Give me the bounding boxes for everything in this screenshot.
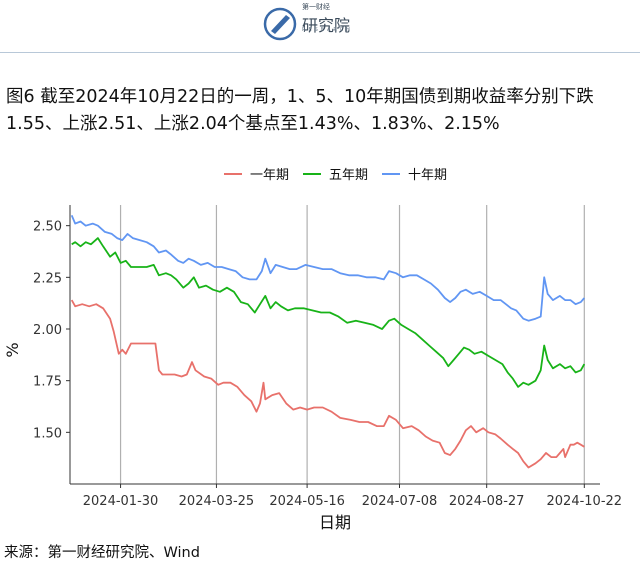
- header-divider: [0, 52, 640, 53]
- x-tick-label: 2024-07-08: [362, 494, 438, 509]
- legend-item-five-year: 五年期: [303, 164, 368, 183]
- x-tick-label: 2024-03-25: [179, 494, 255, 509]
- y-tick-label: 1.75: [33, 375, 62, 390]
- line-one-year: [70, 299, 585, 469]
- legend-swatch-ten-year: [382, 172, 401, 175]
- legend-label-five-year: 五年期: [329, 168, 369, 183]
- line-ten-year: [70, 214, 585, 322]
- logo-brand-text: 第一财经: [302, 3, 330, 11]
- line-five-year: [71, 237, 586, 388]
- logo-sub-text: RESEARCH: [302, 27, 353, 33]
- x-axis-label: 日期: [319, 513, 351, 532]
- legend-label-ten-year: 十年期: [408, 168, 448, 183]
- y-axis-label: %: [3, 342, 22, 357]
- legend-swatch-one-year: [224, 172, 242, 175]
- legend-item-one-year: 一年期: [224, 164, 289, 183]
- x-tick-label: 2024-08-27: [449, 494, 525, 509]
- legend-swatch-five-year: [303, 172, 322, 175]
- figure-source: 来源：第一财经研究院、Wind: [4, 545, 200, 561]
- logo-mark: [263, 7, 297, 41]
- logo-name-text: 研究院: [302, 16, 351, 35]
- figure-title: 图6 截至2024年10月22日的一周，1、5、10年期国债到期收益率分别下跌1…: [6, 87, 594, 134]
- legend-label-one-year: 一年期: [250, 168, 290, 183]
- x-tick-label: 2024-10-22: [547, 494, 623, 509]
- y-tick-label: 1.50: [33, 426, 62, 441]
- legend-item-ten-year: 十年期: [382, 164, 447, 183]
- x-tick-label: 2024-05-16: [269, 494, 345, 509]
- y-tick-label: 2.50: [33, 220, 62, 235]
- y-tick-label: 2.00: [33, 323, 62, 338]
- x-tick-label: 2024-01-30: [83, 494, 159, 509]
- chart-legend: 一年期 五年期 十年期: [224, 164, 447, 183]
- y-tick-label: 2.25: [33, 271, 62, 286]
